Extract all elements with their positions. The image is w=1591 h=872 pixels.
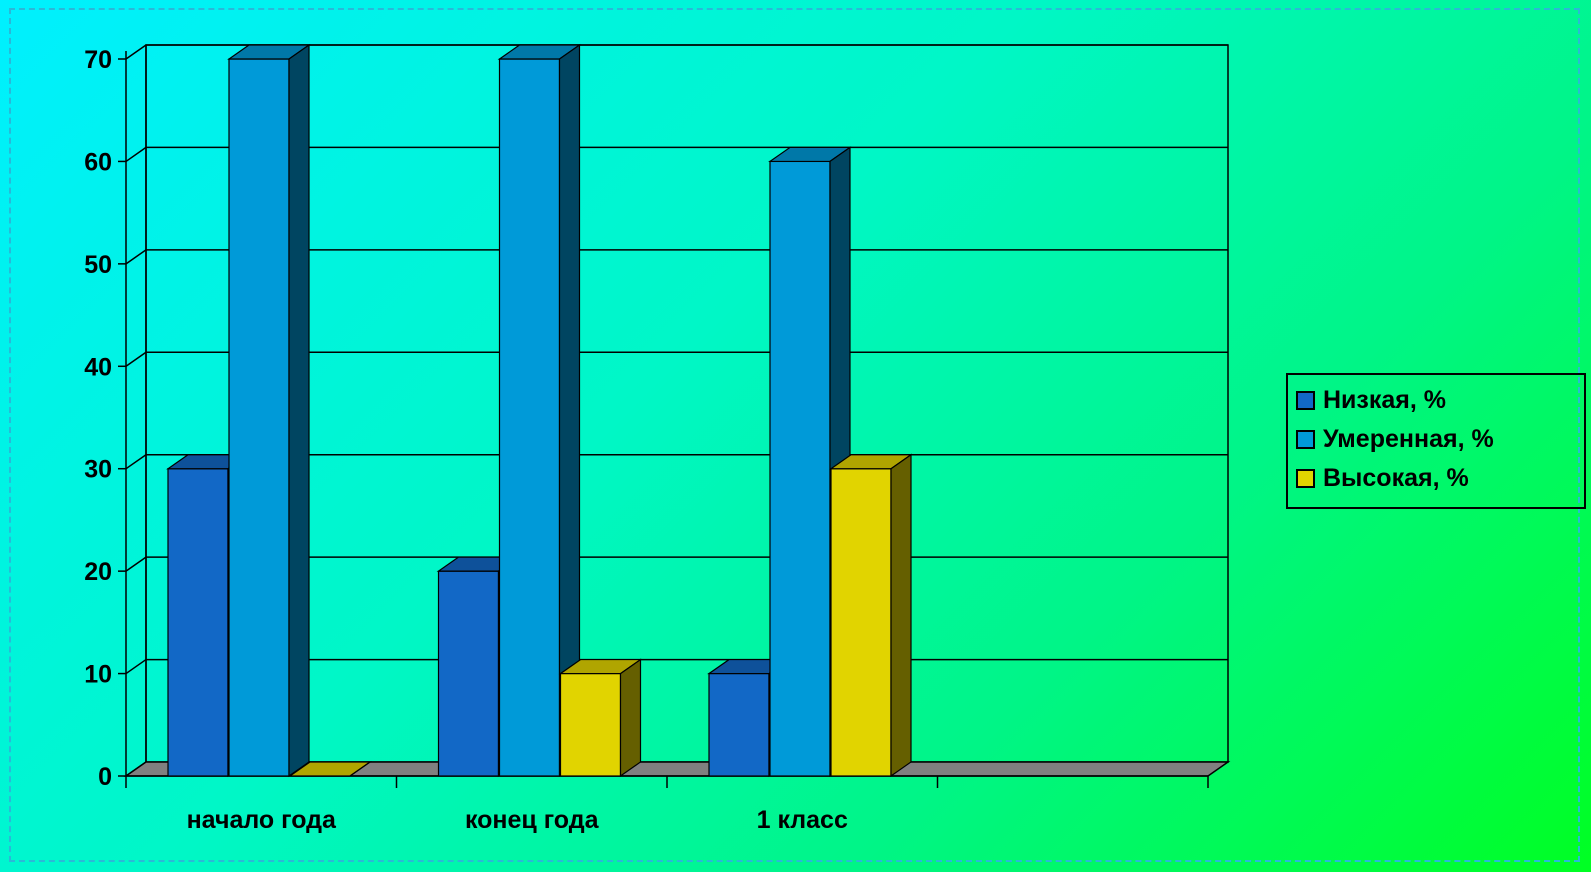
legend-item: Низкая, % xyxy=(1296,381,1584,420)
bar-side xyxy=(890,453,912,778)
x-tick-labels: начало года конец года 1 класс xyxy=(187,806,848,834)
gridline xyxy=(125,351,1228,367)
bar xyxy=(558,658,643,778)
bar xyxy=(227,43,311,778)
y-tick-label: 60 xyxy=(84,148,112,176)
legend-swatch xyxy=(1296,430,1315,449)
gridline xyxy=(125,146,1228,163)
x-tick-label: 1 класс xyxy=(757,806,848,834)
bar xyxy=(829,453,913,778)
bar-front xyxy=(708,672,770,777)
legend-label: Высокая, % xyxy=(1323,464,1469,492)
legend-label: Умеренная, % xyxy=(1323,425,1494,453)
y-tick-label: 10 xyxy=(84,661,112,689)
bar-front xyxy=(498,58,561,777)
bar-front xyxy=(228,58,290,777)
legend-swatch xyxy=(1296,391,1315,410)
bar-front xyxy=(559,672,622,777)
bar xyxy=(288,761,372,777)
y-tick-label: 0 xyxy=(98,763,112,791)
bar-front xyxy=(437,570,500,777)
y-tick-label: 40 xyxy=(84,353,112,381)
gridline xyxy=(125,44,1228,60)
x-tick-label: начало года xyxy=(187,806,337,834)
legend: Низкая, % Умеренная, % Высокая, % xyxy=(1286,373,1586,509)
gridline xyxy=(125,249,1228,265)
bar-front xyxy=(167,468,229,777)
x-tick-label: конец года xyxy=(465,806,600,834)
legend-label: Низкая, % xyxy=(1323,386,1446,414)
legend-item: Умеренная, % xyxy=(1296,420,1584,459)
slide-frame xyxy=(9,8,1580,862)
y-tick-label: 20 xyxy=(84,558,112,586)
bar-side xyxy=(288,43,310,778)
bar-side xyxy=(349,761,371,777)
y-tick-label: 50 xyxy=(84,251,112,279)
bar-side xyxy=(619,658,642,778)
bar-front xyxy=(769,160,831,777)
y-tick-labels: 0 10 20 30 40 50 60 70 xyxy=(84,46,112,791)
y-tick-label: 30 xyxy=(84,456,112,484)
y-tick-label: 70 xyxy=(84,46,112,74)
bars xyxy=(166,43,913,778)
bar-front xyxy=(830,468,892,777)
legend-swatch xyxy=(1296,469,1315,488)
legend-item: Высокая, % xyxy=(1296,459,1584,498)
bar xyxy=(497,43,582,778)
